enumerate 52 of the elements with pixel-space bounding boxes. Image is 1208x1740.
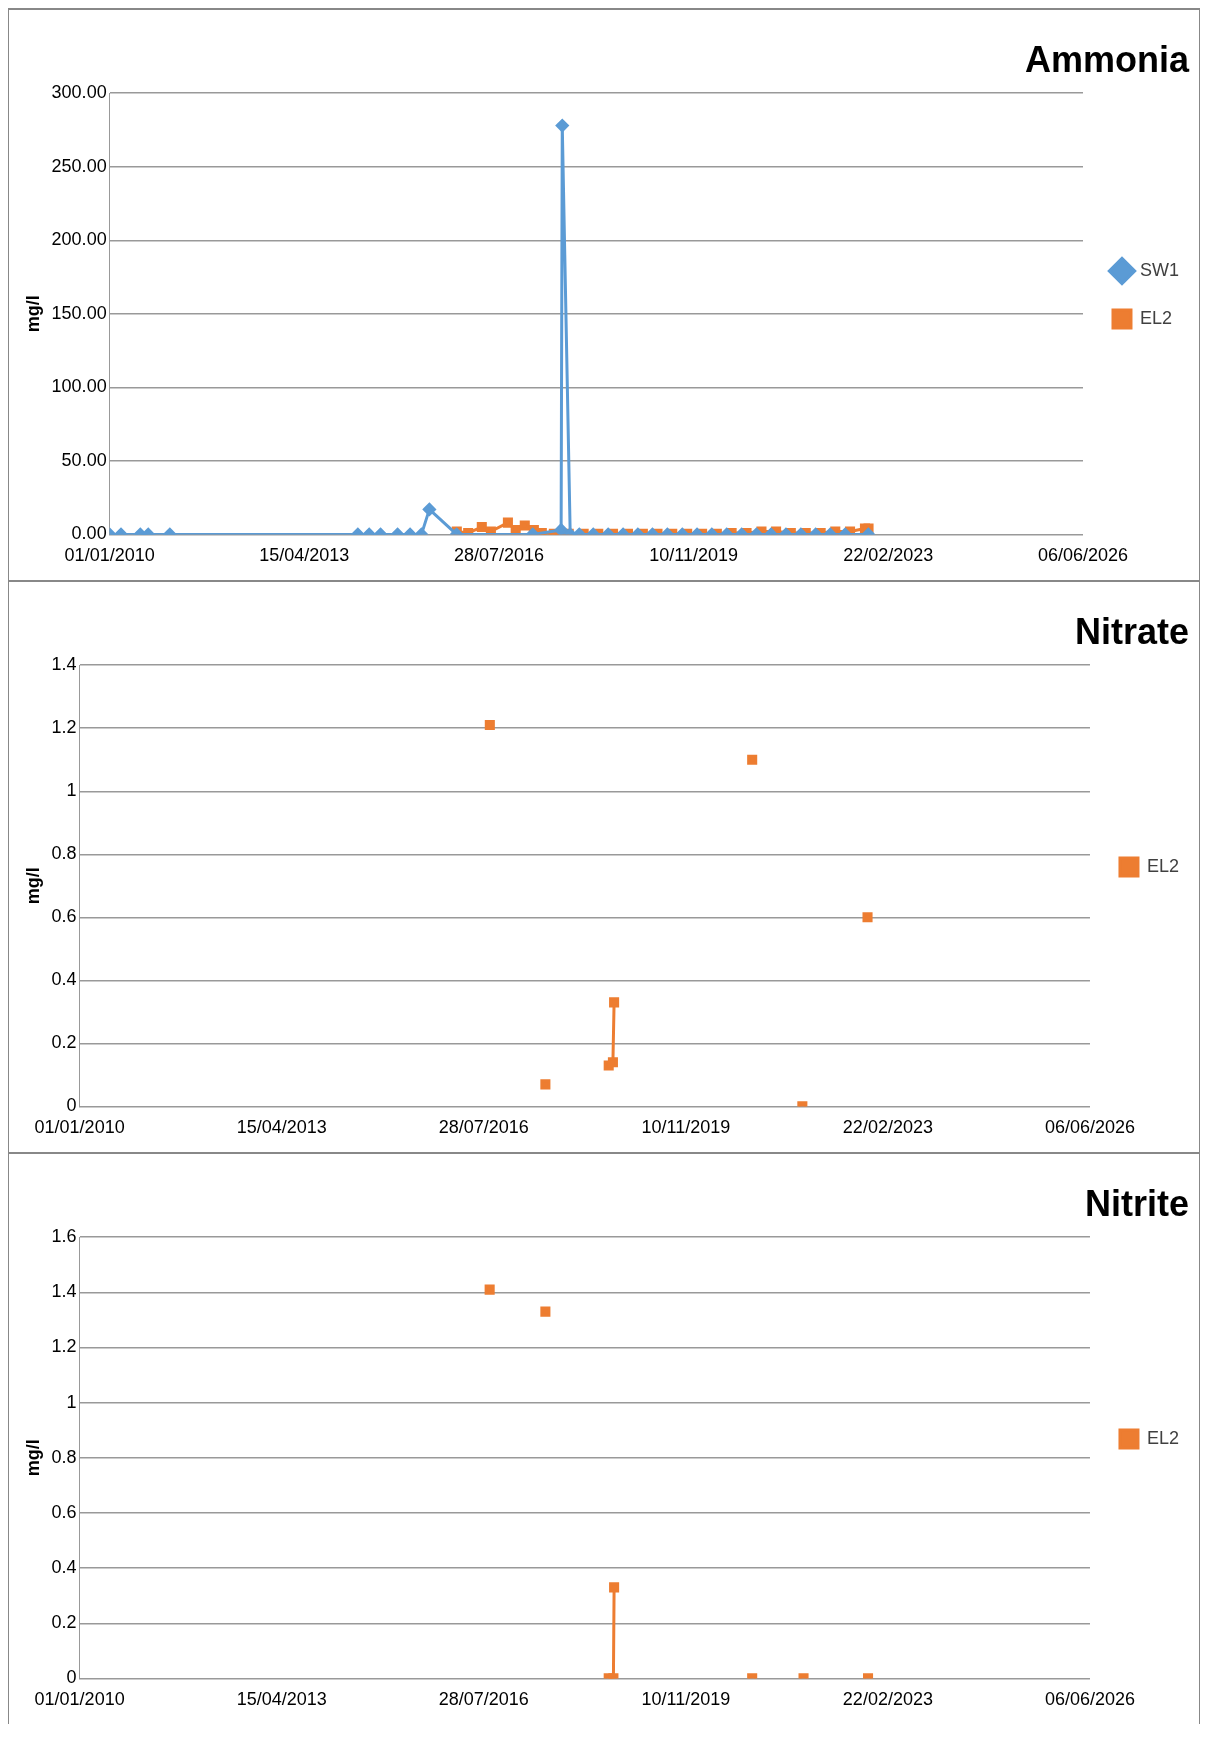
x-tick-label: 01/01/2010 [34,1689,125,1710]
y-tick-label: 0.2 [51,1032,77,1053]
y-tick-label: 1 [66,1391,77,1412]
y-tick-label: 0.2 [51,1612,77,1633]
x-tick-label: 22/02/2023 [843,545,934,566]
x-tick-label: 15/04/2013 [236,1117,327,1138]
x-tick-label: 10/11/2019 [641,1689,731,1710]
y-tick-label: 0.6 [51,906,77,927]
x-tick-label: 15/04/2013 [236,1689,327,1710]
legend-label: EL2 [1146,855,1179,876]
chart-title: Ammonia [1024,38,1190,80]
y-tick-label: 0 [66,1667,77,1688]
y-tick-label: 300.00 [51,82,107,103]
chart-title: Nitrite [1084,1182,1189,1224]
y-tick-label: 1.2 [51,717,77,738]
y-tick-label: 1.6 [51,1226,77,1247]
x-tick-label: 15/04/2013 [259,545,350,566]
y-tick-label: 0.4 [51,1557,77,1578]
y-tick-label: 150.00 [51,302,107,323]
y-tick-label: 50.00 [61,449,107,470]
y-tick-label: 1.2 [51,1336,77,1357]
legend-label: SW1 [1139,259,1180,280]
y-tick-label: 200.00 [51,229,107,250]
legend-label: EL2 [1146,1427,1179,1448]
y-tick-label: 0.00 [71,523,107,544]
y-tick-label: 250.00 [51,155,107,176]
y-tick-label: 0 [66,1095,77,1116]
x-tick-label: 10/11/2019 [649,545,739,566]
y-axis-title: mg/l [22,295,43,333]
y-tick-label: 0.8 [51,843,77,864]
y-tick-label: 1.4 [51,654,77,675]
legend-label: EL2 [1139,307,1173,328]
x-tick-label: 10/11/2019 [641,1117,731,1138]
x-tick-label: 06/06/2026 [1044,1689,1136,1710]
y-axis-title: mg/l [22,1439,43,1477]
x-tick-label: 28/07/2016 [438,1117,529,1138]
y-tick-label: 0.4 [51,969,77,990]
y-tick-label: 0.6 [51,1501,77,1522]
x-tick-label: 01/01/2010 [34,1117,125,1138]
x-tick-label: 22/02/2023 [842,1117,933,1138]
x-tick-label: 28/07/2016 [438,1689,529,1710]
y-tick-label: 0.8 [51,1446,77,1467]
y-tick-label: 1.4 [51,1281,77,1302]
chart-title: Nitrate [1074,610,1189,652]
y-axis-title: mg/l [22,867,43,905]
x-tick-label: 06/06/2026 [1037,545,1129,566]
y-tick-label: 100.00 [51,376,107,397]
x-tick-label: 22/02/2023 [842,1689,933,1710]
x-tick-label: 06/06/2026 [1044,1117,1136,1138]
x-tick-label: 01/01/2010 [64,545,155,566]
x-tick-label: 28/07/2016 [453,545,545,566]
y-tick-label: 1 [66,780,77,801]
